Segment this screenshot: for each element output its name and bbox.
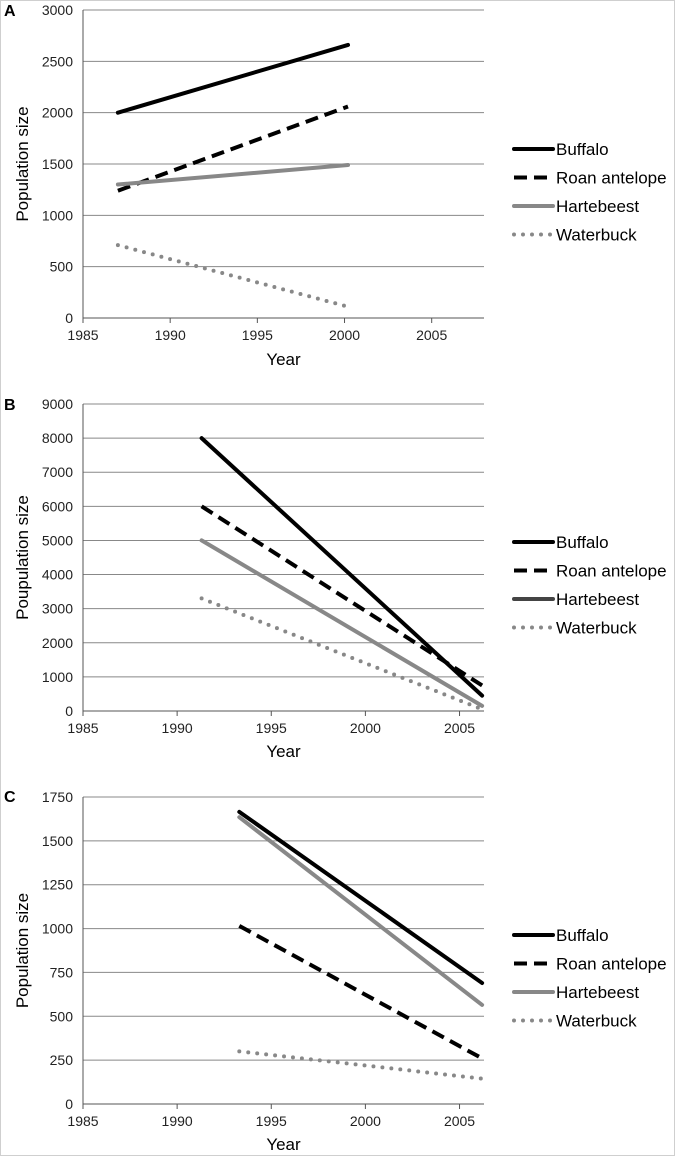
x-tick-label: 1985 [67, 1113, 98, 1129]
legend-label: Waterbuck [556, 226, 637, 245]
y-tick-label: 4000 [42, 567, 73, 583]
series-line-roan-antelope [238, 924, 484, 1061]
y-tick-label: 250 [50, 1052, 74, 1068]
y-tick-label: 9000 [42, 396, 73, 412]
x-tick-label: 1985 [67, 327, 98, 343]
chart-panel-b: B 0 1000 2000 3000 4000 5000 6000 7000 8000 9000 19… [4, 396, 667, 761]
panel-letter: A [4, 3, 16, 20]
x-tick-label: 1990 [162, 1113, 193, 1129]
y-axis-title: Population size [13, 106, 32, 221]
series-line-waterbuck [237, 1049, 485, 1081]
legend-label: Roan antelope [556, 169, 667, 188]
x-axis-title: Year [266, 350, 301, 369]
chart-panel-c: C 0 250 500 750 1000 1250 1500 1750 1985 1990 1995 2… [4, 789, 667, 1154]
legend: Buffalo Roan antelope Hartebeest Waterbuck [512, 533, 667, 638]
legend-label: Roan antelope [556, 562, 667, 581]
panel-letter: C [4, 789, 16, 806]
y-tick-label: 2000 [42, 635, 73, 651]
x-tick-label: 2005 [444, 1113, 475, 1129]
y-tick-label: 750 [50, 964, 74, 980]
y-tick-label: 7000 [42, 464, 73, 480]
series-line-waterbuck [115, 243, 350, 309]
legend-label: Hartebeest [556, 590, 639, 609]
x-axis-title: Year [266, 742, 301, 761]
series-line-hartebeest [237, 815, 485, 1007]
legend-label: Buffalo [556, 926, 609, 945]
chart-panel-a: A 0 500 1000 1500 2000 2500 3000 1985 1990 1995 200… [4, 2, 667, 369]
legend-label: Waterbuck [556, 1012, 637, 1031]
y-axis-title: Population size [13, 893, 32, 1008]
y-tick-label: 5000 [42, 532, 73, 548]
x-tick-label: 1995 [242, 327, 273, 343]
series-line-roan-antelope [200, 504, 484, 688]
y-tick-label: 3000 [42, 601, 73, 617]
series-line-roan-antelope [117, 104, 349, 193]
y-tick-label: 2500 [42, 53, 73, 69]
panel-letter: B [4, 397, 16, 414]
y-tick-label: 0 [65, 703, 73, 719]
x-tick-label: 1985 [67, 720, 98, 736]
y-tick-label: 1000 [42, 207, 73, 223]
y-tick-label: 6000 [42, 498, 73, 514]
x-tick-label: 1995 [256, 1113, 287, 1129]
x-tick-label: 2005 [444, 720, 475, 736]
x-tick-label: 1995 [256, 720, 287, 736]
legend-label: Buffalo [556, 533, 609, 552]
series-line-buffalo [199, 436, 485, 698]
y-tick-label: 1500 [42, 156, 73, 172]
series-line-hartebeest [115, 163, 350, 187]
series-line-waterbuck [199, 596, 485, 712]
x-tick-label: 2000 [350, 720, 381, 736]
y-tick-label: 0 [65, 310, 73, 326]
series-line-buffalo [237, 809, 485, 985]
y-tick-label: 0 [65, 1096, 73, 1112]
series-line-hartebeest [199, 538, 485, 708]
y-axis-title: Poupulation size [13, 495, 32, 620]
y-tick-label: 8000 [42, 430, 73, 446]
legend: Buffalo Roan antelope Hartebeest Waterbuck [512, 140, 667, 245]
x-tick-label: 2005 [416, 327, 447, 343]
y-tick-label: 2000 [42, 105, 73, 121]
legend-label: Roan antelope [556, 955, 667, 974]
legend: Buffalo Roan antelope Hartebeest Waterbuck [512, 926, 667, 1031]
x-tick-label: 2000 [329, 327, 360, 343]
legend-label: Hartebeest [556, 983, 639, 1002]
y-tick-label: 1250 [42, 877, 73, 893]
x-tick-label: 1990 [162, 720, 193, 736]
x-tick-label: 1990 [155, 327, 186, 343]
y-tick-label: 500 [50, 1008, 74, 1024]
legend-label: Waterbuck [556, 619, 637, 638]
y-tick-label: 1000 [42, 921, 73, 937]
x-axis-title: Year [266, 1135, 301, 1154]
y-tick-label: 500 [50, 259, 74, 275]
legend-label: Hartebeest [556, 197, 639, 216]
y-tick-label: 1000 [42, 669, 73, 685]
legend-label: Buffalo [556, 140, 609, 159]
x-tick-label: 2000 [350, 1113, 381, 1129]
y-tick-label: 1500 [42, 833, 73, 849]
y-tick-label: 3000 [42, 2, 73, 18]
y-tick-label: 1750 [42, 789, 73, 805]
series-line-buffalo [115, 42, 350, 115]
